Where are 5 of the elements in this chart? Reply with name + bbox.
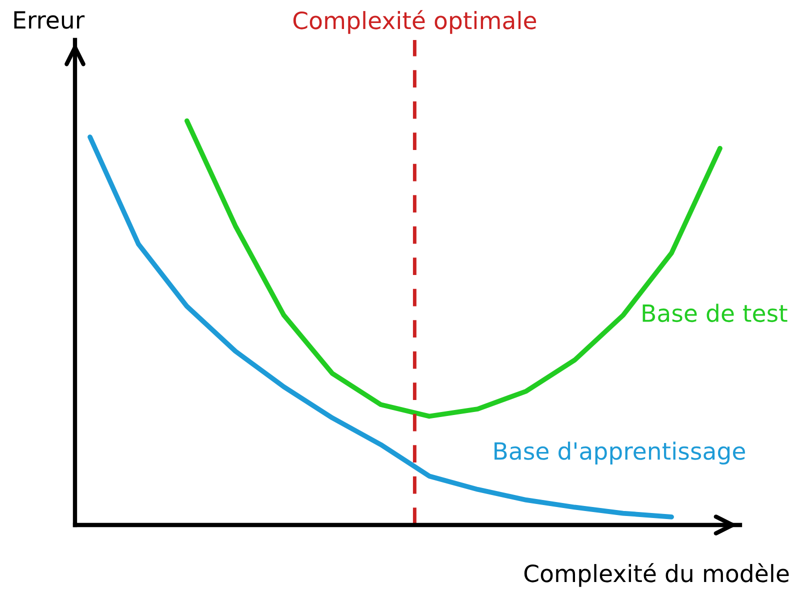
- x-axis-title: Complexité du modèle: [524, 563, 789, 587]
- text: Complexité optimale: [293, 10, 536, 34]
- y-axis-title: Erreur: [14, 11, 85, 29]
- series-label: Base de test: [642, 304, 788, 322]
- series-label: Base d'apprentissage: [494, 442, 745, 464]
